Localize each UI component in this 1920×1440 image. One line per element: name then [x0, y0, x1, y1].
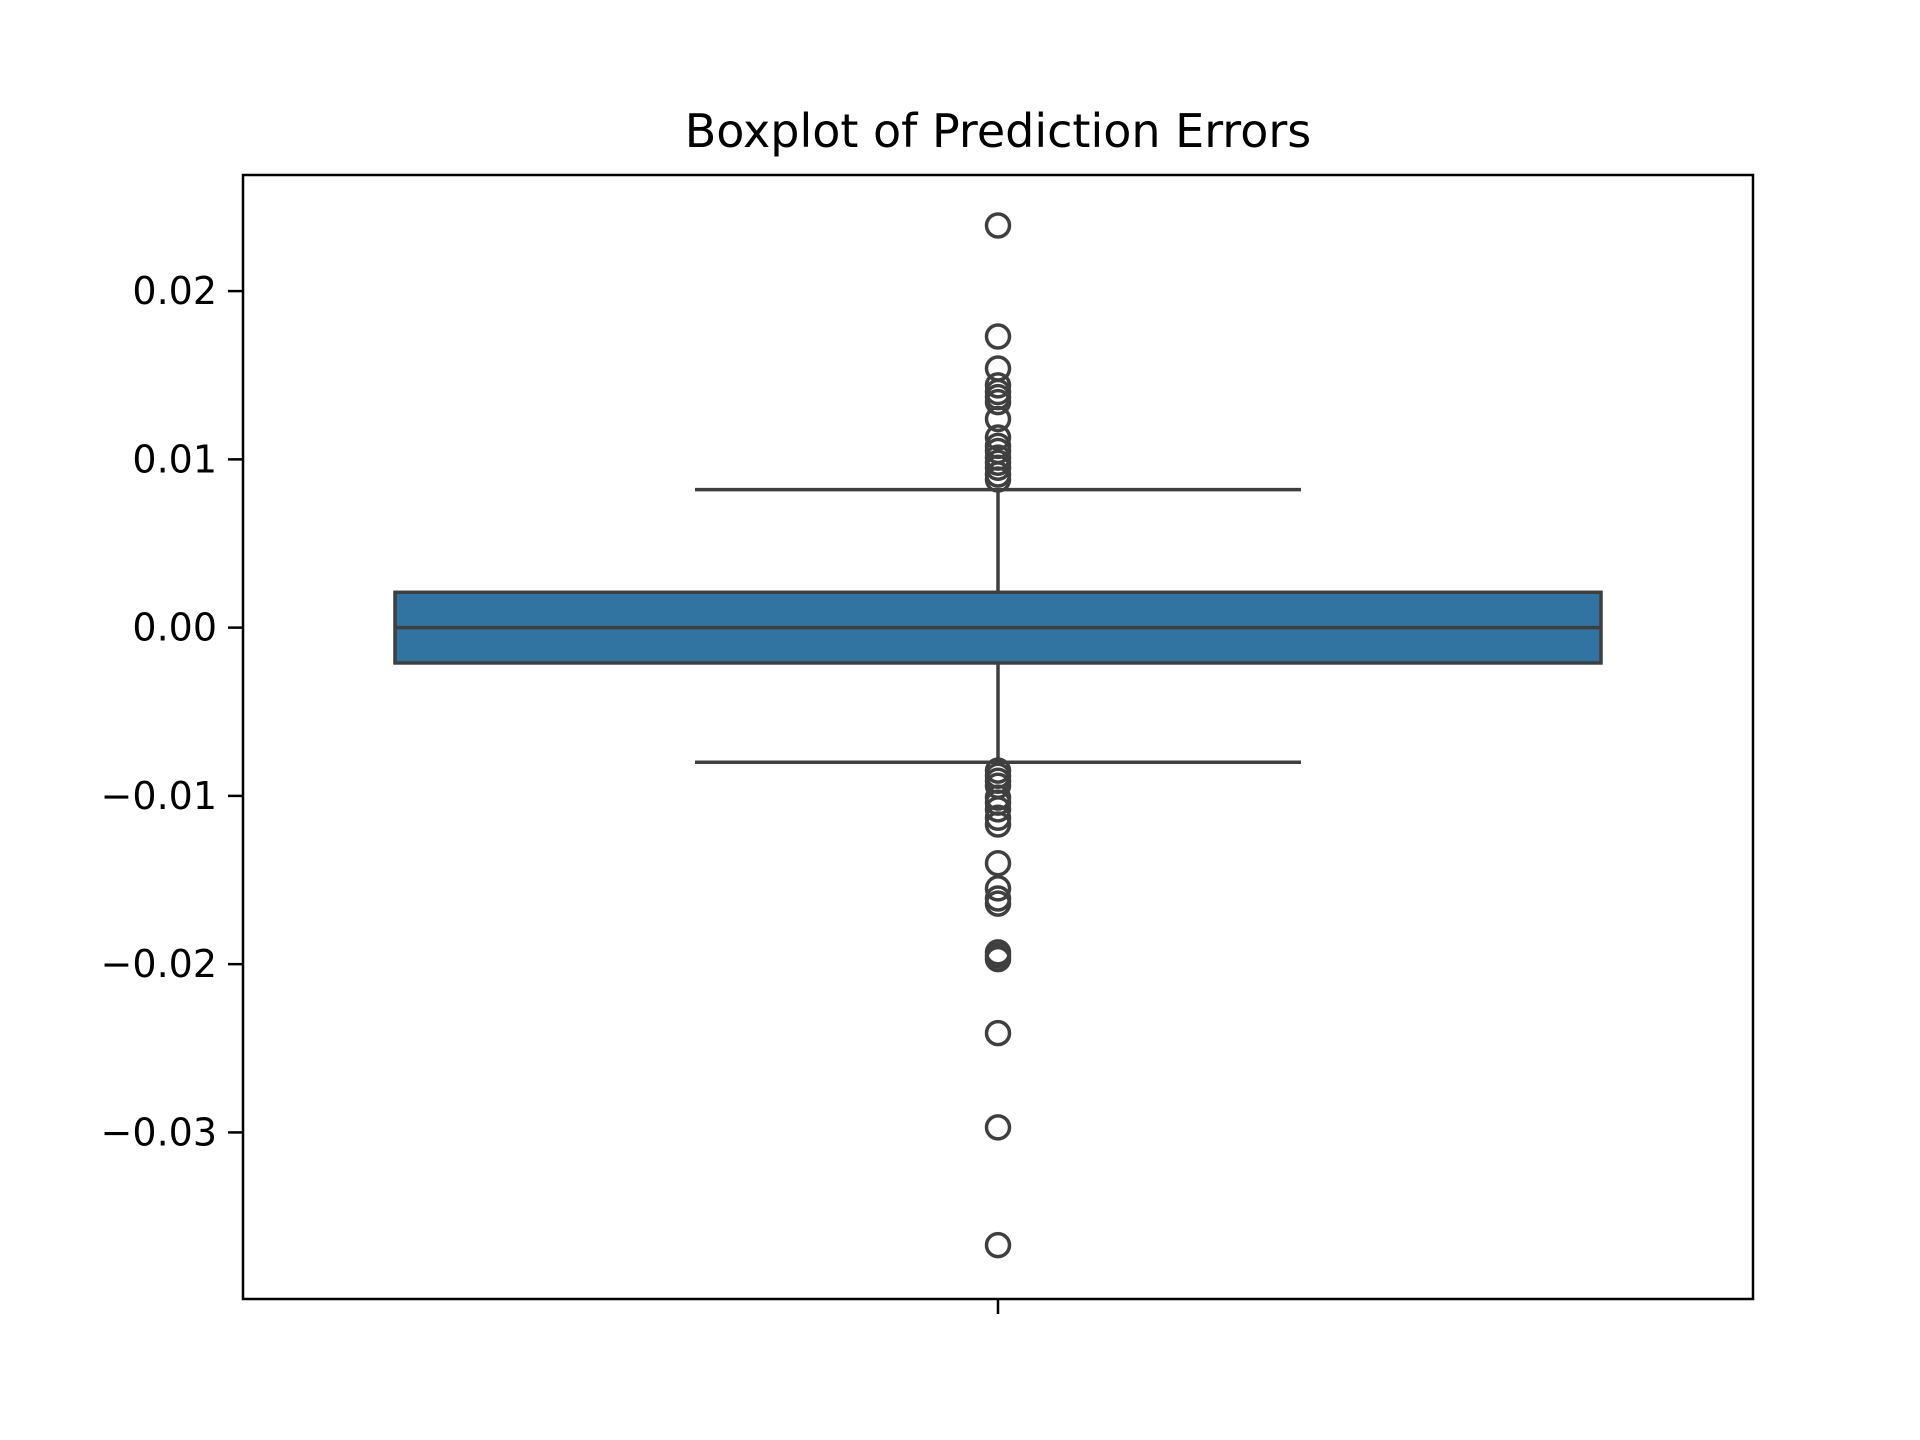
outlier-point: [984, 1231, 1012, 1259]
outlier-point: [984, 212, 1012, 239]
outlier-point: [984, 1114, 1012, 1141]
outlier-point: [984, 811, 1012, 838]
y-tick-label: 0.00: [132, 606, 217, 650]
y-tick-label: 0.01: [132, 437, 217, 481]
outlier-point: [984, 796, 1012, 823]
outlier-point: [984, 945, 1012, 973]
y-tick-label: −0.02: [101, 942, 217, 986]
outlier-point: [984, 466, 1012, 493]
outlier-point: [984, 405, 1012, 433]
chart-title: Boxplot of Prediction Errors: [685, 104, 1311, 158]
outlier-point: [984, 875, 1012, 902]
y-tick-label: 0.02: [132, 269, 217, 313]
plot-area: [393, 212, 1603, 1259]
outlier-point: [984, 890, 1012, 917]
outlier-point: [984, 454, 1012, 482]
y-tick-label: −0.03: [101, 1110, 217, 1154]
y-tick-label: −0.01: [101, 774, 217, 818]
y-axis: 0.02 0.01 0.00 −0.01 −0.02 −0.03: [101, 269, 243, 1154]
outlier-point: [984, 372, 1012, 399]
outlier-point: [984, 1019, 1012, 1047]
outlier-point: [984, 804, 1012, 832]
outlier-point: [984, 849, 1012, 877]
outlier-point: [984, 323, 1012, 350]
outlier-point: [984, 424, 1012, 451]
outlier-point: [984, 388, 1012, 416]
